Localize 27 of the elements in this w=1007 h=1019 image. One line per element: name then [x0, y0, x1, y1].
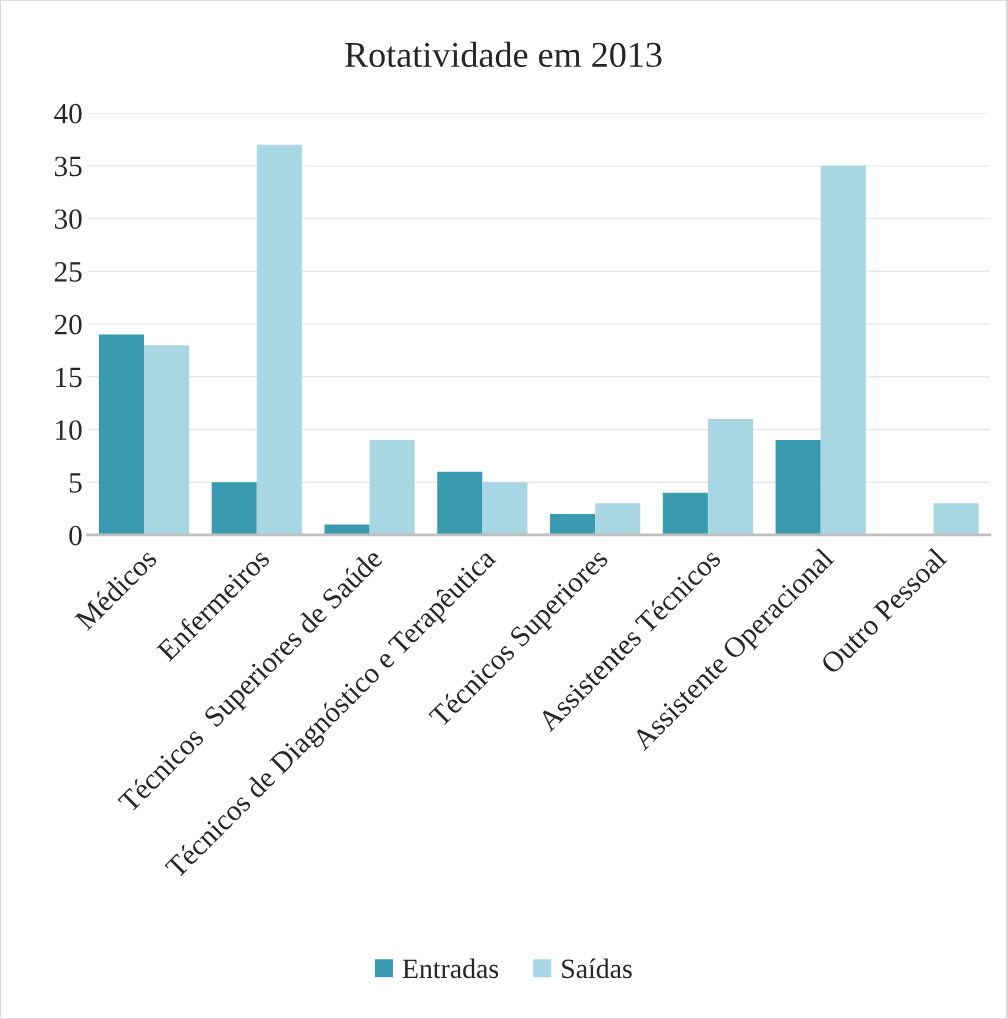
legend-label: Entradas	[402, 958, 499, 979]
bar	[324, 524, 370, 535]
bar	[256, 144, 302, 535]
bar	[933, 503, 979, 535]
y-tick-label: 15	[56, 367, 82, 388]
bar	[775, 440, 821, 535]
bar	[662, 492, 708, 535]
bar	[98, 334, 144, 535]
y-tick-label: 25	[54, 262, 82, 282]
y-tick-label: 5	[69, 473, 82, 493]
y-tick-label: 30	[54, 209, 82, 229]
y-tick-label: 35	[54, 156, 82, 177]
y-tick-label: 10	[56, 420, 82, 440]
bar	[144, 345, 190, 535]
bar	[550, 513, 596, 535]
bar	[369, 440, 415, 535]
bar	[211, 482, 257, 535]
y-tick-label: 40	[54, 103, 82, 124]
bar	[437, 471, 483, 535]
chart-title: Rotatividade em 2013	[345, 41, 662, 68]
y-tick-label: 0	[69, 525, 82, 546]
bar	[595, 503, 641, 535]
y-tick-label: 20	[54, 314, 82, 335]
bar	[707, 418, 754, 535]
bar	[820, 165, 866, 535]
legend-label: Saídas	[562, 958, 632, 979]
bar	[482, 482, 528, 535]
